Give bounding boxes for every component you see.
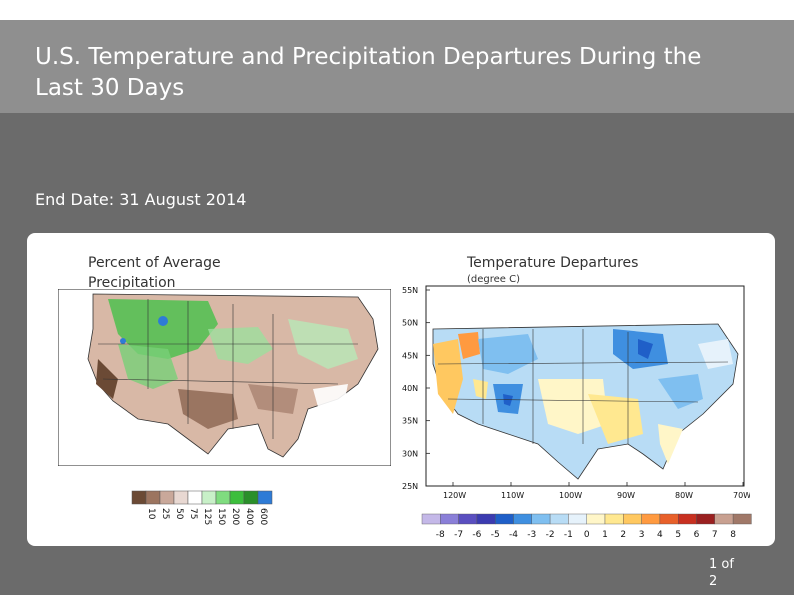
temp-legend-swatch	[440, 513, 459, 525]
temp-legend-swatch	[549, 513, 569, 525]
precip-legend-swatch	[257, 490, 273, 505]
end-date-label: End Date: 31 August 2014	[35, 190, 247, 209]
temp-map-lat-label: 25N	[402, 482, 418, 491]
temp-legend-label: 8	[730, 530, 736, 540]
temp-legend-swatch	[659, 513, 679, 525]
top-strip	[0, 0, 794, 20]
precip-legend-label: 75	[188, 508, 198, 519]
temp-legend-label: 1	[602, 530, 608, 540]
temp-map-lat-label: 45N	[402, 351, 418, 360]
temp-legend-swatch	[494, 513, 514, 525]
temp-legend-label: 4	[657, 530, 663, 540]
precip-legend-swatch	[215, 490, 231, 505]
precip-legend-label: 125	[202, 508, 212, 525]
temp-map-lon-label: 80W	[675, 491, 693, 500]
temp-legend-label: 3	[639, 530, 645, 540]
temp-legend-swatch	[641, 513, 661, 525]
temp-legend-label: -5	[491, 530, 500, 540]
temp-legend-label: 6	[694, 530, 700, 540]
temp-legend-label: 5	[675, 530, 681, 540]
temp-map-lon-label: 110W	[501, 491, 524, 500]
temp-legend-label: 2	[620, 530, 626, 540]
temp-map-lon-label: 70W	[733, 491, 750, 500]
precip-map-title: Percent of Average Precipitation	[88, 255, 221, 291]
temp-legend-swatch	[604, 513, 624, 525]
precip-legend-swatch	[159, 490, 175, 505]
precip-legend-label: 400	[244, 508, 254, 525]
precip-legend-swatch	[201, 490, 217, 505]
precip-legend-label: 200	[230, 508, 240, 525]
temp-legend-swatch	[732, 513, 752, 525]
precip-legend-label: 10	[146, 508, 156, 520]
page-number: 1 of 2	[709, 557, 734, 589]
temp-legend-label: 7	[712, 530, 718, 540]
precip-legend-label: 50	[174, 508, 184, 520]
temp-map-lat-label: 40N	[402, 384, 418, 393]
precip-legend-label: 25	[160, 508, 170, 519]
precip-legend-label: 150	[216, 508, 226, 525]
temp-map: 55N 50N 45N 40N 35N 30N 25N 120W 110W 100W 90W 80W 7…	[402, 285, 750, 500]
temp-legend-swatch	[531, 513, 551, 525]
temp-legend-label: 0	[584, 530, 590, 540]
precip-legend-label: 600	[258, 508, 268, 525]
temp-legend-label: -3	[527, 530, 536, 540]
precip-legend-swatch	[131, 490, 147, 505]
temp-legend-swatch	[421, 513, 441, 525]
temp-legend-swatch	[586, 513, 606, 525]
temp-legend-swatch	[714, 513, 734, 525]
temp-legend-swatch	[476, 513, 496, 525]
temp-legend-label: -7	[454, 530, 463, 540]
slide-title: U.S. Temperature and Precipitation Depar…	[35, 44, 702, 101]
title-band	[0, 20, 794, 113]
precip-legend-swatch	[173, 490, 189, 505]
temp-map-lat-label: 55N	[402, 286, 418, 295]
temp-map-lat-label: 50N	[402, 319, 418, 328]
precip-legend-swatch	[187, 490, 203, 505]
temp-map-lon-label: 90W	[617, 491, 635, 500]
temp-map-title: Temperature Departures	[467, 255, 639, 271]
temp-units-label: (degree C)	[467, 274, 521, 285]
temp-legend-swatch	[623, 513, 642, 525]
temp-map-lat-label: 30N	[402, 449, 418, 458]
temp-legend-label: -6	[472, 530, 481, 540]
temp-legend-label: -4	[509, 530, 518, 540]
temp-map-lat-label: 35N	[402, 417, 418, 426]
temp-legend-swatch	[458, 513, 478, 525]
temp-legend-label: -8	[436, 530, 445, 540]
temp-map-lon-label: 120W	[443, 491, 466, 500]
precip-legend: 10 25 50 75 125 150 200 400 600	[131, 490, 273, 525]
temp-legend-swatch	[513, 513, 532, 525]
precip-legend-swatch	[145, 490, 161, 505]
precip-map	[58, 289, 391, 466]
temp-legend-swatch	[696, 513, 715, 525]
temp-legend: -8 -7 -6 -5 -4 -3 -2 -1 0 1 2 3 4 5 6 7 8	[421, 513, 752, 540]
temp-legend-label: -2	[546, 530, 555, 540]
temp-legend-swatch	[568, 513, 587, 525]
precip-legend-swatch	[243, 490, 259, 505]
temp-legend-label: -1	[564, 530, 573, 540]
temp-map-lon-label: 100W	[559, 491, 582, 500]
temp-legend-swatch	[678, 513, 697, 525]
precip-legend-swatch	[229, 490, 245, 505]
